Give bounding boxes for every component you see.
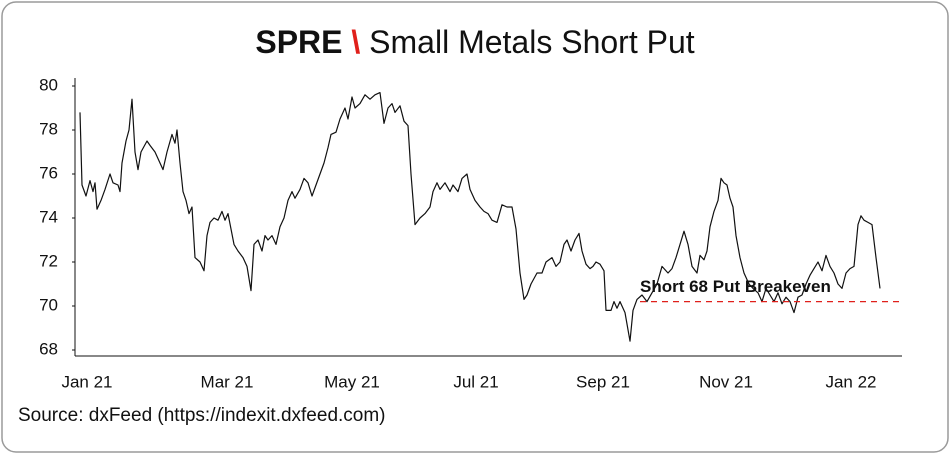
- x-tick-label: Jan 21: [61, 372, 112, 391]
- breakeven-label: Short 68 Put Breakeven: [640, 277, 831, 296]
- title-text: Small Metals Short Put: [369, 24, 695, 60]
- y-tick-label: 68: [39, 339, 58, 358]
- y-tick-label: 80: [39, 75, 58, 94]
- x-tick-label: Jan 22: [825, 372, 876, 391]
- frame: [1, 1, 949, 453]
- x-tick-label: Nov 21: [699, 372, 753, 391]
- y-tick-label: 70: [39, 295, 58, 314]
- x-tick-label: Sep 21: [576, 372, 630, 391]
- chart-title: SPRE \ Small Metals Short Put: [255, 24, 694, 60]
- y-tick-label: 76: [39, 163, 58, 182]
- price-line: [79, 92, 881, 342]
- y-tick-label: 72: [39, 251, 58, 270]
- y-tick-label: 78: [39, 119, 58, 138]
- x-tick-label: Jul 21: [453, 372, 498, 391]
- y-tick-label: 74: [39, 207, 58, 226]
- title-ticker: SPRE: [255, 24, 342, 60]
- source: Source: dxFeed (https://indexit.dxfeed.c…: [18, 405, 386, 426]
- x-tick-label: Mar 21: [201, 372, 254, 391]
- x-tick-label: May 21: [324, 372, 380, 391]
- title-separator: \: [351, 24, 360, 60]
